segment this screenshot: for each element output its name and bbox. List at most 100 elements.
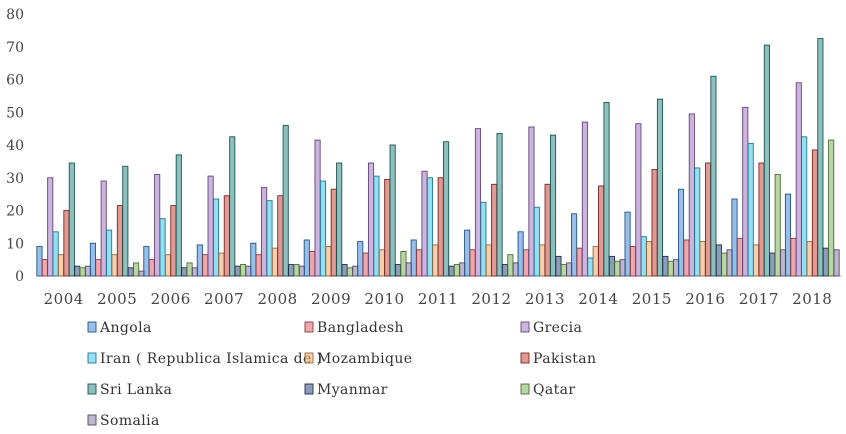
y-tick-label: 30 xyxy=(6,171,24,187)
bar-2012-6 xyxy=(496,133,503,277)
bar-2015-3 xyxy=(640,236,647,277)
bar-2012-1 xyxy=(469,249,476,277)
bar-2005-2 xyxy=(100,180,107,277)
bar-2014-4 xyxy=(592,246,599,277)
y-tick-label: 70 xyxy=(6,40,24,56)
bar-2013-1 xyxy=(522,249,530,277)
bar-2013-3 xyxy=(533,206,540,277)
bar-2016-5 xyxy=(704,162,712,277)
bar-2004-2 xyxy=(47,177,54,277)
bar-2011-7 xyxy=(448,265,455,277)
bar-2004-5 xyxy=(63,210,70,277)
bar-2011-6 xyxy=(443,141,450,277)
bar-2014-0 xyxy=(571,213,578,277)
bar-2014-5 xyxy=(598,185,605,277)
bar-2005-7 xyxy=(127,267,134,277)
bar-2005-9 xyxy=(138,270,145,277)
bar-2007-6 xyxy=(229,136,236,277)
bar-2006-7 xyxy=(181,267,188,277)
bar-2012-4 xyxy=(485,244,492,277)
bar-2007-1 xyxy=(202,254,209,277)
bars-layer xyxy=(36,38,840,277)
legend-swatch xyxy=(87,414,97,426)
x-tick-label: 2010 xyxy=(364,290,404,308)
bar-2008-2 xyxy=(261,187,268,277)
bar-2013-0 xyxy=(517,231,524,277)
bar-2009-6 xyxy=(336,162,343,277)
bar-2016-8 xyxy=(721,252,728,277)
y-tick-label: 60 xyxy=(6,73,24,89)
y-tick-label: 10 xyxy=(6,236,24,252)
bar-2009-8 xyxy=(346,267,354,277)
bar-2018-6 xyxy=(817,38,824,277)
bar-2004-1 xyxy=(41,259,48,277)
bar-2008-8 xyxy=(293,264,300,277)
bar-2017-8 xyxy=(774,174,781,277)
bar-2012-3 xyxy=(480,201,487,277)
legend-swatch xyxy=(87,383,97,395)
bar-2004-7 xyxy=(74,265,81,277)
bar-2010-6 xyxy=(389,144,396,277)
bar-2005-4 xyxy=(111,254,118,277)
bar-2017-4 xyxy=(753,244,760,277)
legend-swatch xyxy=(520,352,530,364)
bar-2018-2 xyxy=(795,82,802,277)
legend-label: Pakistan xyxy=(533,351,596,367)
bar-2012-8 xyxy=(507,254,514,277)
bar-2005-6 xyxy=(122,165,129,277)
bar-2014-7 xyxy=(608,255,615,277)
bar-2010-2 xyxy=(367,162,375,277)
bar-2015-2 xyxy=(635,123,642,277)
y-tick-label: 40 xyxy=(6,138,24,154)
bar-2017-0 xyxy=(731,198,738,277)
bar-2014-6 xyxy=(603,101,610,277)
bar-2006-1 xyxy=(148,259,155,277)
bar-2009-0 xyxy=(303,239,310,277)
bar-2015-1 xyxy=(629,246,637,277)
y-tick-label: 0 xyxy=(15,269,24,285)
bar-2016-6 xyxy=(710,75,717,277)
bar-2011-5 xyxy=(437,177,444,277)
bar-2013-6 xyxy=(549,134,557,277)
bar-2010-7 xyxy=(394,264,402,277)
bar-2009-3 xyxy=(319,180,327,277)
legend-swatch xyxy=(304,352,314,364)
bar-2016-7 xyxy=(715,244,722,277)
bar-2010-3 xyxy=(373,175,380,277)
x-tick-label: 2012 xyxy=(471,290,511,308)
x-tick-label: 2018 xyxy=(792,290,832,308)
bar-2016-2 xyxy=(688,113,695,277)
bar-2011-8 xyxy=(453,264,460,277)
bar-2004-0 xyxy=(36,246,43,277)
bar-2018-9 xyxy=(833,249,840,277)
legend: Angola Bangladesh Grecia Iran ( Republica I… xyxy=(87,320,596,429)
bar-2013-4 xyxy=(539,244,546,277)
bar-2018-5 xyxy=(811,149,819,277)
x-tick-label: 2007 xyxy=(204,290,244,308)
bar-2004-9 xyxy=(84,265,92,277)
legend-label: Angola xyxy=(99,320,152,336)
x-tick-label: 2015 xyxy=(632,290,672,308)
bar-2009-2 xyxy=(314,139,321,277)
bar-2007-5 xyxy=(223,195,230,277)
bar-2009-7 xyxy=(341,264,348,277)
bar-2007-9 xyxy=(245,265,252,277)
x-tick-label: 2006 xyxy=(151,290,191,308)
bar-2018-4 xyxy=(806,241,813,277)
bar-2007-2 xyxy=(207,175,214,277)
bar-2008-9 xyxy=(298,265,305,277)
legend-swatch xyxy=(304,321,314,333)
bar-2017-7 xyxy=(769,252,776,277)
legend-label: Mozambique xyxy=(317,351,412,367)
bar-2006-2 xyxy=(154,174,161,277)
y-tick-label: 20 xyxy=(6,204,24,220)
bar-2011-0 xyxy=(410,239,417,277)
bar-2012-7 xyxy=(501,264,509,277)
x-tick-label: 2005 xyxy=(97,290,137,308)
bar-2012-0 xyxy=(464,229,471,277)
bar-2005-5 xyxy=(116,205,123,277)
bar-2008-5 xyxy=(277,195,284,277)
bar-2006-3 xyxy=(159,218,166,277)
x-tick-label: 2013 xyxy=(525,290,565,308)
